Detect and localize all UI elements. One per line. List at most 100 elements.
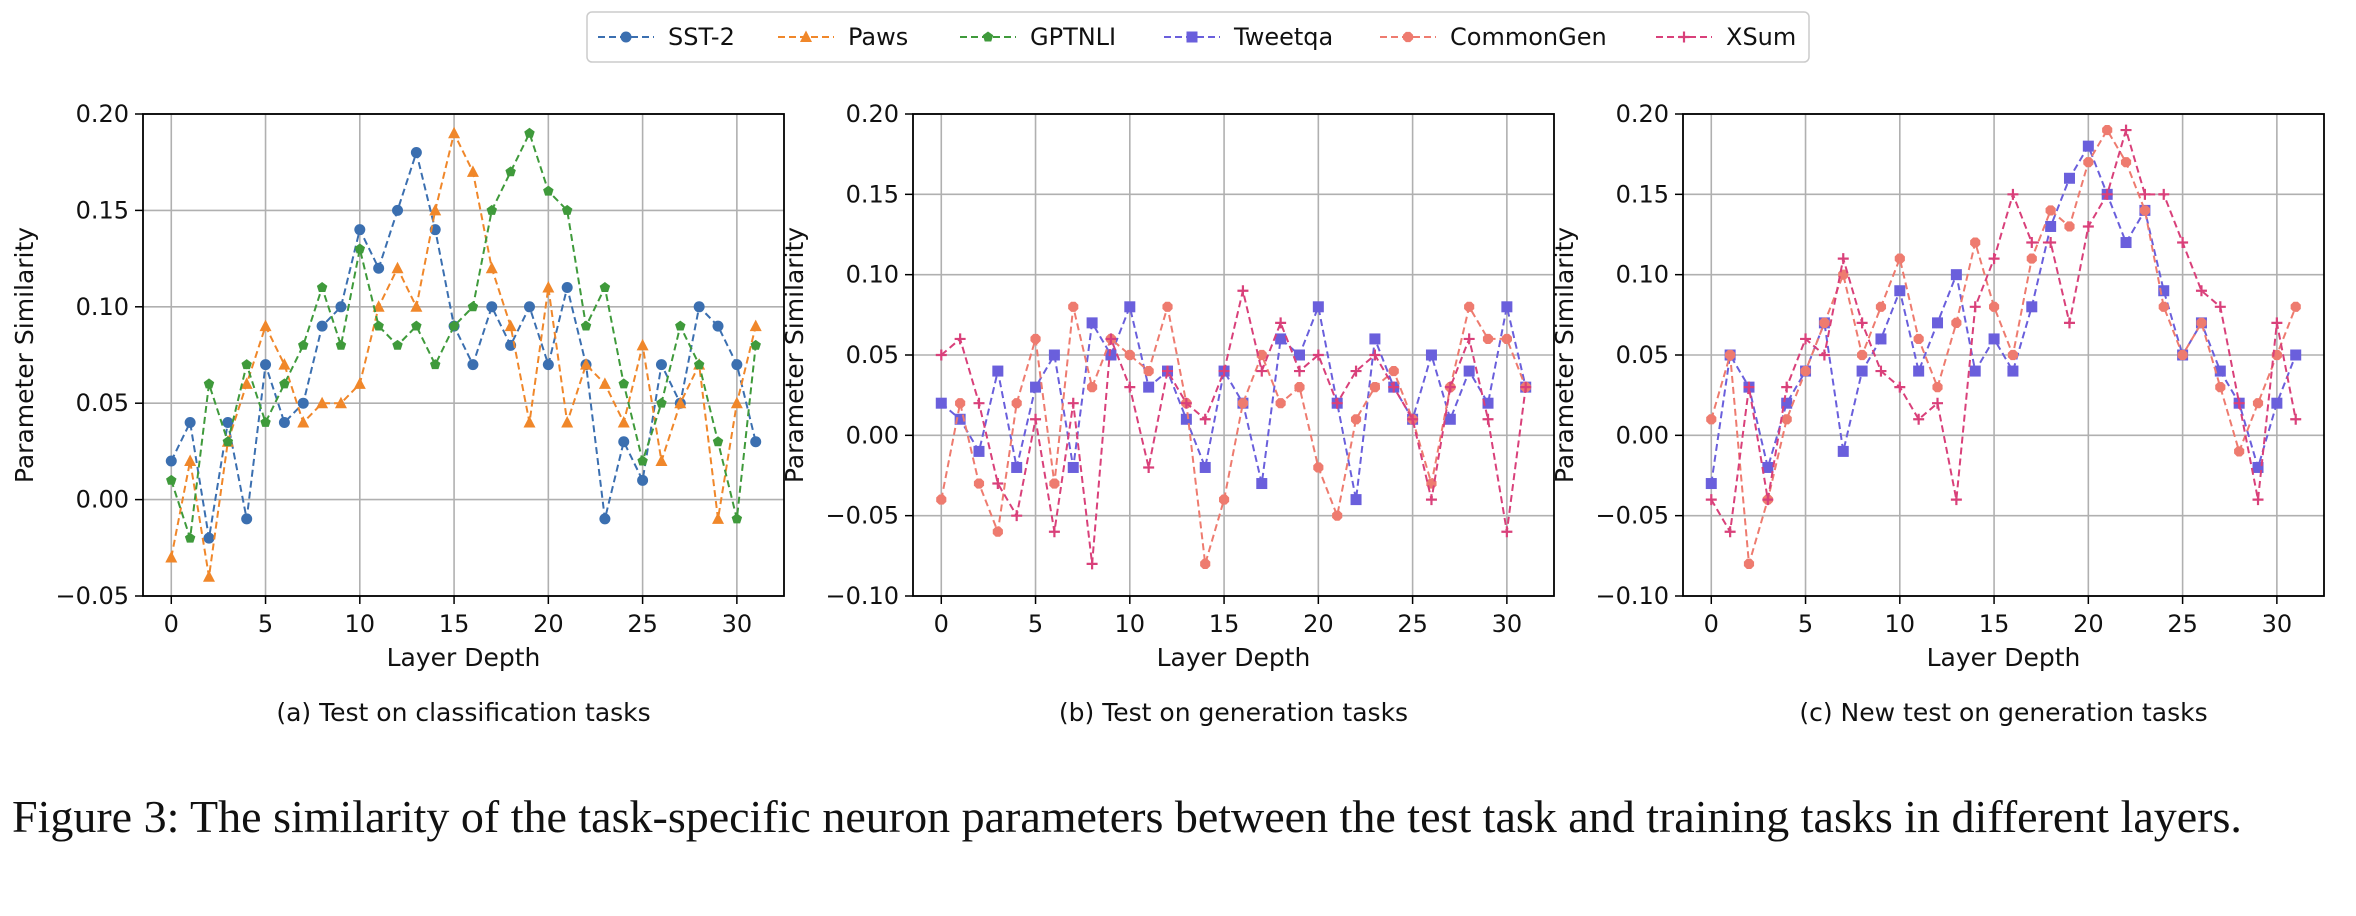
data-point-sst-2 bbox=[222, 416, 234, 428]
data-point-xsum bbox=[1875, 365, 1887, 377]
data-point-xsum bbox=[2158, 188, 2170, 200]
x-tick-label: 5 bbox=[1028, 610, 1043, 638]
y-tick-label: 0.20 bbox=[846, 100, 899, 128]
data-point-commongen bbox=[2234, 446, 2245, 457]
y-tick-label: 0.15 bbox=[1616, 180, 1669, 208]
panel-a: 0 5 10 15 20 25 30 −0.05 0.00 0.05 0.10 0.15 0.20 Lay… bbox=[10, 100, 785, 727]
panel-subtitle: (b) Test on generation tasks bbox=[1059, 698, 1408, 727]
data-point-gptnli bbox=[693, 359, 705, 370]
y-tick-label: −0.05 bbox=[1595, 502, 1669, 530]
data-point-gptnli bbox=[731, 513, 743, 524]
data-point-xsum bbox=[1969, 301, 1981, 313]
data-point-tweetqa bbox=[1969, 365, 1981, 377]
series-paws bbox=[165, 126, 762, 582]
data-point-paws bbox=[523, 415, 536, 428]
data-point-xsum bbox=[1237, 285, 1249, 297]
data-point-xsum bbox=[1124, 381, 1136, 393]
data-point-gptnli bbox=[599, 282, 611, 292]
data-point-gptnli bbox=[279, 378, 290, 389]
data-point-gptnli bbox=[712, 436, 724, 447]
data-point-tweetqa bbox=[2026, 301, 2038, 313]
y-tick-label: 0.00 bbox=[76, 486, 129, 514]
data-point-xsum bbox=[1800, 333, 1812, 345]
series-line-commongen bbox=[940, 304, 1527, 565]
data-point-xsum bbox=[954, 333, 966, 345]
series-line-tweetqa bbox=[1710, 143, 2297, 484]
data-point-xsum bbox=[1894, 381, 1906, 393]
x-tick-label: 25 bbox=[1397, 610, 1428, 638]
data-point-xsum bbox=[2233, 397, 2245, 409]
data-point-tweetqa bbox=[973, 445, 985, 457]
data-point-xsum bbox=[1444, 381, 1456, 393]
data-point-xsum bbox=[2252, 494, 2264, 506]
data-point-commongen bbox=[1313, 462, 1324, 473]
series-line-paws bbox=[170, 130, 757, 577]
data-point-xsum bbox=[1180, 397, 1192, 409]
data-point-tweetqa bbox=[1086, 317, 1098, 329]
data-point-commongen bbox=[2064, 221, 2075, 232]
y-axis-label: Parameter Similarity bbox=[780, 227, 809, 483]
series-line-commongen bbox=[1710, 128, 2297, 565]
y-tick-label: −0.10 bbox=[825, 582, 899, 610]
legend-label-commongen: CommonGen bbox=[1450, 23, 1607, 51]
data-point-paws bbox=[353, 377, 366, 389]
data-point-xsum bbox=[1162, 365, 1174, 377]
data-point-paws bbox=[712, 512, 725, 524]
series-xsum bbox=[935, 285, 1532, 570]
data-point-xsum bbox=[1312, 349, 1324, 361]
data-point-commongen bbox=[1894, 253, 1905, 264]
data-point-sst-2 bbox=[750, 436, 762, 448]
data-point-xsum bbox=[1275, 317, 1287, 329]
data-point-xsum bbox=[1086, 558, 1098, 570]
x-tick-label: 10 bbox=[345, 610, 376, 638]
x-tick-label: 30 bbox=[1492, 610, 1523, 638]
data-point-commongen bbox=[1857, 349, 1868, 361]
x-tick-label: 30 bbox=[2262, 610, 2293, 638]
data-point-sst-2 bbox=[542, 359, 554, 371]
data-point-xsum bbox=[2195, 285, 2207, 297]
data-point-xsum bbox=[1463, 333, 1475, 345]
data-point-gptnli bbox=[203, 378, 215, 389]
data-point-xsum bbox=[1199, 413, 1211, 425]
legend-marker-sst-2 bbox=[620, 31, 632, 43]
data-point-xsum bbox=[935, 349, 947, 361]
data-point-tweetqa bbox=[954, 413, 966, 425]
data-point-commongen bbox=[1068, 301, 1079, 312]
data-point-tweetqa bbox=[2252, 461, 2264, 473]
data-point-tweetqa bbox=[2082, 140, 2094, 152]
y-tick-label: 0.10 bbox=[1616, 261, 1669, 289]
data-point-xsum bbox=[1762, 494, 1774, 506]
data-point-commongen bbox=[2045, 205, 2056, 216]
data-point-commongen bbox=[1200, 558, 1211, 569]
data-point-tweetqa bbox=[1199, 461, 1211, 473]
data-point-commongen bbox=[2139, 205, 2150, 216]
data-point-gptnli bbox=[750, 339, 761, 350]
data-point-xsum bbox=[1048, 526, 1060, 538]
y-tick-label: 0.20 bbox=[1616, 100, 1669, 128]
data-point-commongen bbox=[936, 494, 947, 505]
x-tick-label: 15 bbox=[1979, 610, 2010, 638]
data-point-tweetqa bbox=[1067, 461, 1079, 473]
series-commongen bbox=[1706, 124, 2301, 569]
series-line-sst-2 bbox=[170, 148, 757, 539]
data-point-sst-2 bbox=[655, 359, 667, 371]
data-point-xsum bbox=[1331, 397, 1343, 409]
data-point-paws bbox=[184, 454, 197, 467]
data-point-tweetqa bbox=[2271, 397, 2283, 409]
data-point-commongen bbox=[2290, 301, 2301, 312]
data-point-tweetqa bbox=[1856, 365, 1868, 377]
data-point-commongen bbox=[1350, 414, 1362, 425]
panel-c: 0 5 10 15 20 25 30 −0.10 −0.05 0.00 0.05 0.10 0.15 0.… bbox=[1550, 100, 2325, 727]
data-point-tweetqa bbox=[1950, 269, 1962, 281]
x-axis-label: Layer Depth bbox=[1927, 643, 2081, 672]
data-point-tweetqa bbox=[2214, 365, 2226, 377]
data-point-sst-2 bbox=[523, 301, 535, 313]
data-point-commongen bbox=[1369, 382, 1380, 393]
x-tick-label: 30 bbox=[722, 610, 753, 638]
data-point-tweetqa bbox=[1762, 461, 1774, 473]
data-point-gptnli bbox=[316, 282, 328, 292]
data-point-tweetqa bbox=[935, 397, 947, 409]
data-point-tweetqa bbox=[1275, 333, 1287, 345]
data-point-tweetqa bbox=[1837, 445, 1849, 457]
data-point-commongen bbox=[1988, 301, 2000, 312]
